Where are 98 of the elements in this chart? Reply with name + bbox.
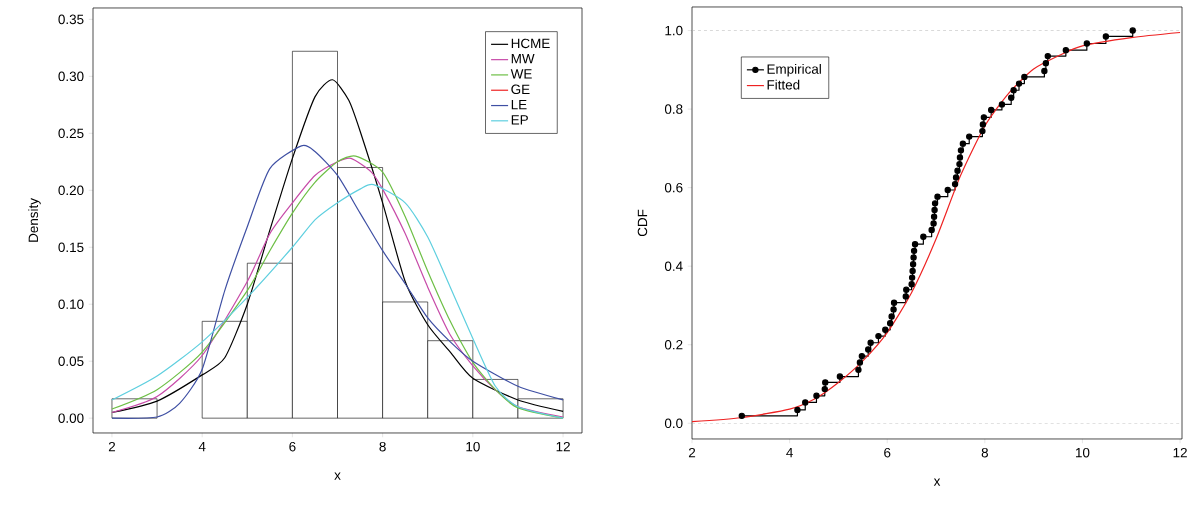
point (902, 293, 909, 300)
y-tick-label: 0.25 (58, 128, 84, 139)
x-tick-label: 8 (379, 441, 386, 452)
point (1008, 94, 1015, 101)
line-series (692, 31, 1181, 423)
point (934, 193, 941, 200)
x-tick-label: 2 (688, 447, 696, 458)
legend-label: GE (511, 84, 530, 95)
y-tick-label: 0.00 (58, 413, 84, 423)
point (908, 281, 915, 288)
point (998, 101, 1006, 108)
point (928, 226, 935, 234)
x-tick-label: 12 (1173, 447, 1187, 458)
y-tick-label: 0.10 (58, 299, 84, 309)
point (911, 241, 919, 248)
point (956, 154, 964, 161)
x-tick-label: 10 (466, 441, 480, 452)
y-tick-label: 1.0 (665, 25, 683, 36)
point (931, 200, 939, 207)
legend-label: LE (511, 99, 527, 110)
point (875, 332, 882, 340)
point (856, 359, 864, 366)
point (966, 133, 973, 140)
point (1062, 47, 1070, 54)
point (910, 254, 917, 261)
x-tick-label: 6 (289, 441, 296, 452)
point (1083, 40, 1091, 47)
y-tick-label: 0.35 (58, 14, 84, 25)
y-tick-label: 0.2 (664, 339, 683, 350)
point (836, 373, 844, 380)
point (882, 326, 889, 333)
point (909, 261, 917, 268)
point (802, 399, 809, 406)
point (930, 220, 937, 227)
point (954, 167, 961, 174)
y-tick-label: 0.6 (664, 182, 683, 193)
point (909, 267, 916, 275)
y-tick-label: 0.4 (664, 261, 683, 271)
point (890, 299, 898, 306)
x-tick-label: 12 (556, 441, 570, 452)
point (959, 140, 967, 147)
point (908, 274, 916, 281)
point (920, 233, 927, 240)
point (738, 412, 745, 420)
point (822, 379, 829, 386)
point (865, 346, 872, 353)
point (903, 286, 910, 293)
legend-label: WE (510, 69, 532, 79)
y-axis-title: Density (28, 198, 41, 242)
y-tick-label: 0.0 (664, 418, 683, 429)
legend-label: HCME (511, 38, 550, 49)
legend-label: Fitted (767, 79, 800, 90)
y-tick-label: 0.8 (664, 104, 683, 114)
point (957, 147, 965, 154)
point (930, 213, 938, 220)
x-tick-label: 8 (981, 447, 988, 458)
y-tick-label: 0.30 (58, 71, 84, 82)
point (944, 186, 951, 194)
point (821, 385, 828, 393)
point (952, 174, 960, 181)
x-tick-label: 10 (1076, 447, 1090, 458)
x-axis-title: x (933, 478, 941, 486)
point (979, 127, 986, 135)
point (979, 121, 987, 128)
x-axis-title: x (334, 472, 341, 480)
legend-label: Empirical (767, 63, 821, 77)
point (931, 206, 938, 214)
point (813, 392, 820, 399)
point (794, 406, 801, 414)
point (1129, 27, 1136, 34)
x-tick-label: 6 (884, 447, 891, 458)
legend-label: MW (511, 54, 535, 64)
point (888, 313, 895, 320)
legend-label: EP (511, 115, 528, 125)
point (1042, 59, 1050, 67)
point (1021, 73, 1028, 81)
y-axis-title: CDF (637, 209, 648, 237)
x-tick-label: 2 (108, 441, 116, 452)
point (886, 319, 894, 327)
point (951, 180, 959, 188)
point (1041, 67, 1048, 75)
point (890, 306, 897, 313)
point (855, 366, 862, 374)
point (956, 160, 963, 168)
y-tick-label: 0.20 (58, 185, 84, 196)
point (980, 114, 988, 121)
point (987, 106, 995, 114)
x-tick-label: 4 (786, 447, 793, 458)
point (1015, 80, 1023, 87)
point (1102, 33, 1110, 40)
point (858, 352, 866, 360)
point (867, 339, 874, 346)
point (1010, 87, 1017, 94)
point (910, 247, 918, 255)
point (1044, 52, 1051, 60)
x-tick-label: 4 (198, 441, 206, 452)
y-tick-label: 0.15 (58, 242, 84, 253)
y-tick-label: 0.05 (58, 356, 84, 366)
